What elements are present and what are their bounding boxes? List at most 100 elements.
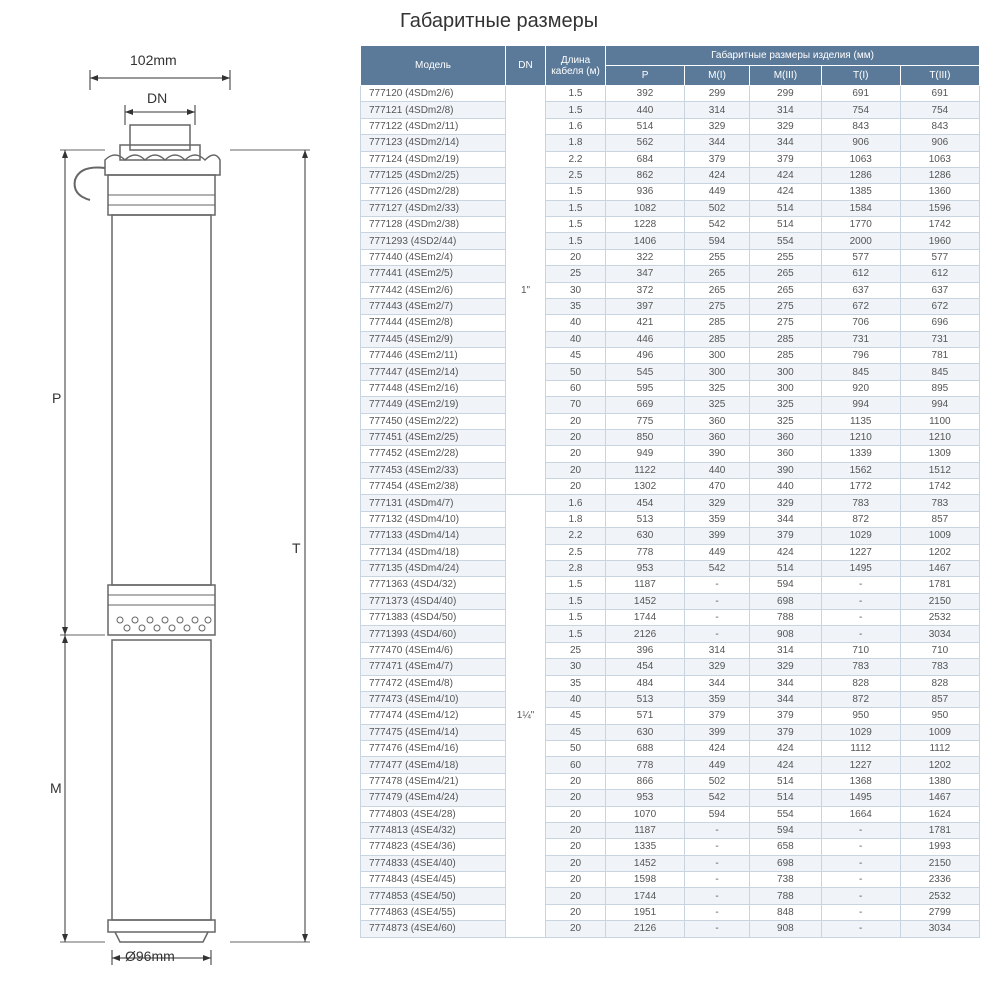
cell-t3: 577 (900, 249, 979, 265)
cell-m1: - (685, 593, 750, 609)
cell-model: 777450 (4SEm2/22) (361, 413, 506, 429)
cell-model: 7771393 (4SD4/60) (361, 626, 506, 642)
cell-t3: 857 (900, 691, 979, 707)
cell-dn: 1¼" (506, 495, 546, 937)
cell-model: 7774863 (4SE4/55) (361, 904, 506, 920)
cell-p: 630 (606, 528, 685, 544)
cell-p: 1187 (606, 577, 685, 593)
t-label: T (292, 540, 301, 556)
cell-p: 778 (606, 544, 685, 560)
cell-t3: 1309 (900, 446, 979, 462)
cell-cable: 1.5 (546, 102, 606, 118)
cell-t3: 1596 (900, 200, 979, 216)
cell-m3: 275 (750, 298, 822, 314)
cell-cable: 1.5 (546, 86, 606, 102)
table-row: 777478 (4SEm4/21)2086650251413681380 (361, 773, 980, 789)
cell-p: 778 (606, 757, 685, 773)
cell-m3: 329 (750, 659, 822, 675)
cell-t3: 3034 (900, 921, 979, 937)
cell-cable: 20 (546, 839, 606, 855)
cell-m3: 424 (750, 167, 822, 183)
cell-cable: 35 (546, 675, 606, 691)
cell-t1: - (821, 822, 900, 838)
cell-m3: 594 (750, 822, 822, 838)
table-row: 777131 (4SDm4/7)1¼"1.6454329329783783 (361, 495, 980, 511)
cell-m1: 470 (685, 479, 750, 495)
cell-t3: 1100 (900, 413, 979, 429)
table-row: 777479 (4SEm4/24)2095354251414951467 (361, 790, 980, 806)
cell-model: 777470 (4SEm4/6) (361, 642, 506, 658)
cell-m3: 788 (750, 610, 822, 626)
cell-cable: 20 (546, 822, 606, 838)
cell-p: 775 (606, 413, 685, 429)
table-row: 777475 (4SEm4/14)4563039937910291009 (361, 724, 980, 740)
cell-m1: 449 (685, 757, 750, 773)
cell-model: 777473 (4SEm4/10) (361, 691, 506, 707)
cell-t1: 1286 (821, 167, 900, 183)
cell-cable: 50 (546, 364, 606, 380)
table-row: 7774813 (4SE4/32)201187-594-1781 (361, 822, 980, 838)
cell-t1: - (821, 593, 900, 609)
cell-p: 595 (606, 380, 685, 396)
cell-t1: 994 (821, 397, 900, 413)
cell-m3: 514 (750, 773, 822, 789)
cell-m3: 424 (750, 184, 822, 200)
cell-cable: 20 (546, 904, 606, 920)
cell-p: 372 (606, 282, 685, 298)
cell-m3: 738 (750, 872, 822, 888)
cell-t1: 1664 (821, 806, 900, 822)
cell-p: 513 (606, 691, 685, 707)
cell-cable: 20 (546, 249, 606, 265)
cell-t1: - (821, 610, 900, 626)
table-row: 7771293 (4SD2/44)1.5140659455420001960 (361, 233, 980, 249)
cell-p: 392 (606, 86, 685, 102)
cell-t3: 1960 (900, 233, 979, 249)
cell-cable: 1.8 (546, 135, 606, 151)
cell-t1: 843 (821, 118, 900, 134)
cell-p: 397 (606, 298, 685, 314)
cell-t1: 783 (821, 659, 900, 675)
table-row: 777445 (4SEm2/9)40446285285731731 (361, 331, 980, 347)
table-row: 777472 (4SEm4/8)35484344344828828 (361, 675, 980, 691)
table-row: 777122 (4SDm2/11)1.6514329329843843 (361, 118, 980, 134)
cell-p: 1598 (606, 872, 685, 888)
cell-m1: 285 (685, 331, 750, 347)
cell-m3: 514 (750, 200, 822, 216)
cell-m3: 390 (750, 462, 822, 478)
cell-model: 777132 (4SDm4/10) (361, 511, 506, 527)
table-row: 7774863 (4SE4/55)201951-848-2799 (361, 904, 980, 920)
cell-p: 322 (606, 249, 685, 265)
col-t1: T(I) (821, 66, 900, 86)
cell-t3: 1380 (900, 773, 979, 789)
cell-model: 777126 (4SDm2/28) (361, 184, 506, 200)
cell-t1: 872 (821, 691, 900, 707)
cell-m3: 698 (750, 855, 822, 871)
cell-t3: 2799 (900, 904, 979, 920)
cell-m3: 265 (750, 266, 822, 282)
cell-model: 777446 (4SEm2/11) (361, 348, 506, 364)
cell-m1: 329 (685, 495, 750, 511)
cell-model: 777442 (4SEm2/6) (361, 282, 506, 298)
cell-cable: 30 (546, 659, 606, 675)
cell-t1: - (821, 921, 900, 937)
cell-t3: 828 (900, 675, 979, 691)
cell-model: 777454 (4SEm2/38) (361, 479, 506, 495)
cell-t1: - (821, 855, 900, 871)
cell-m3: 848 (750, 904, 822, 920)
cell-t3: 731 (900, 331, 979, 347)
cell-p: 454 (606, 495, 685, 511)
cell-m1: 390 (685, 446, 750, 462)
cell-p: 1187 (606, 822, 685, 838)
cell-t1: 706 (821, 315, 900, 331)
cell-t3: 1624 (900, 806, 979, 822)
cell-m1: 399 (685, 528, 750, 544)
table-row: 777127 (4SDm2/33)1.5108250251415841596 (361, 200, 980, 216)
table-row: 777120 (4SDm2/6)1"1.5392299299691691 (361, 86, 980, 102)
cell-m1: - (685, 577, 750, 593)
cell-m1: 542 (685, 790, 750, 806)
cell-cable: 1.6 (546, 118, 606, 134)
cell-p: 850 (606, 429, 685, 445)
cell-cable: 20 (546, 790, 606, 806)
cell-t3: 637 (900, 282, 979, 298)
cell-t3: 2150 (900, 855, 979, 871)
